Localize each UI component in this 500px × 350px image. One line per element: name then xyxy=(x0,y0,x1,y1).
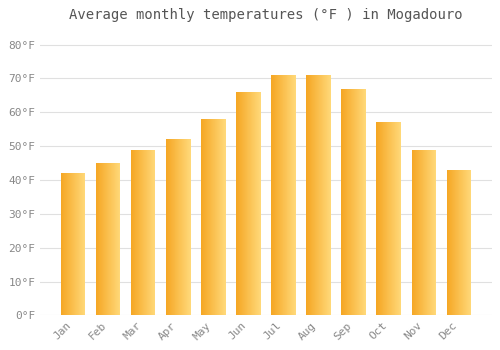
Title: Average monthly temperatures (°F ) in Mogadouro: Average monthly temperatures (°F ) in Mo… xyxy=(69,8,462,22)
